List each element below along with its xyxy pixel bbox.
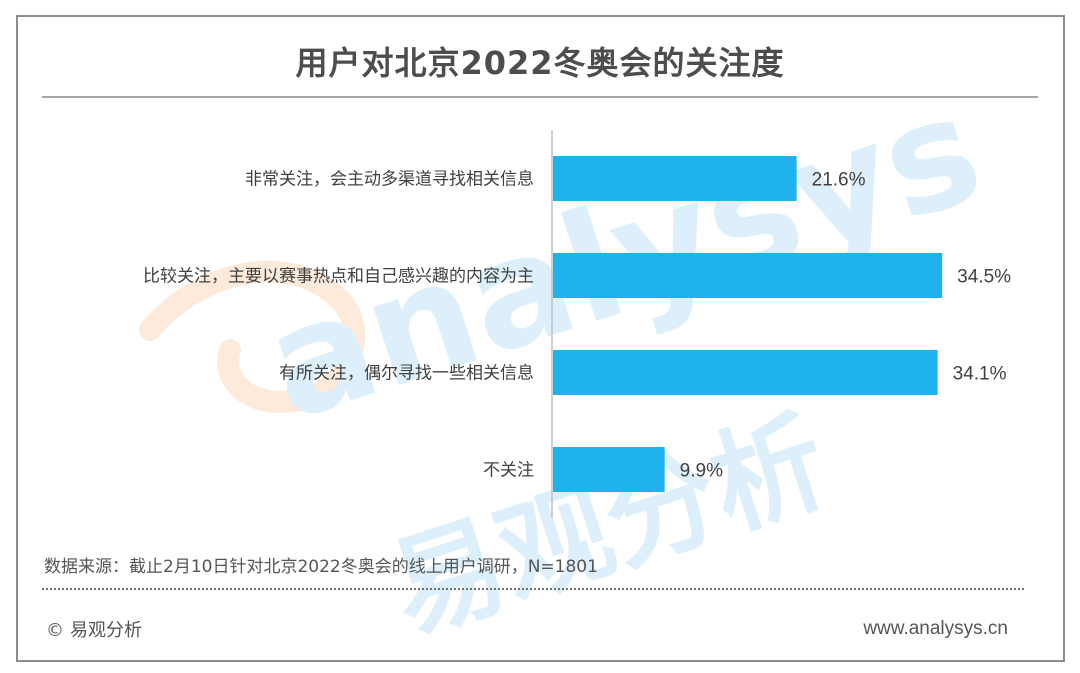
value-label-2: 34.5% <box>957 267 1011 288</box>
category-label-3: 有所关注，偶尔寻找一些相关信息 <box>279 364 534 384</box>
category-label-4: 不关注 <box>483 461 534 481</box>
value-label-3: 34.1% <box>953 364 1007 385</box>
footer-divider <box>42 588 1024 590</box>
bar-2 <box>553 253 943 298</box>
category-label-1: 非常关注，会主动多渠道寻找相关信息 <box>245 170 534 190</box>
copyright: © 易观分析 <box>46 616 142 642</box>
title-divider <box>42 96 1038 98</box>
bar-1 <box>553 156 797 201</box>
bar-3 <box>553 350 938 395</box>
website-link[interactable]: www.analysys.cn <box>863 618 1008 639</box>
value-label-1: 21.6% <box>812 170 866 191</box>
copyright-text: 易观分析 <box>70 620 142 641</box>
chart-title: 用户对北京2022冬奥会的关注度 <box>295 44 785 82</box>
copyright-symbol: © <box>46 620 64 641</box>
category-label-2: 比较关注，主要以赛事热点和自己感兴趣的内容为主 <box>143 266 534 287</box>
bar-4 <box>553 447 665 492</box>
data-source-note: 数据来源：截止2月10日针对北京2022冬奥会的线上用户调研，N=1801 <box>44 557 598 577</box>
chart-frame <box>16 15 1065 662</box>
value-label-4: 9.9% <box>680 461 723 482</box>
